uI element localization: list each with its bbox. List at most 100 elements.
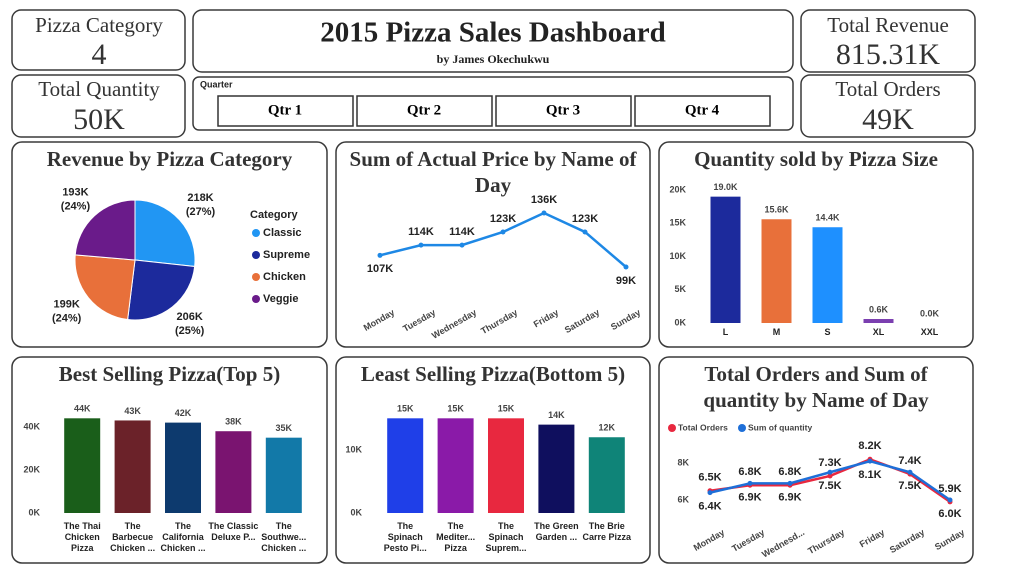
- point: [947, 497, 953, 503]
- y-tick-label: 5K: [674, 284, 686, 294]
- data-label: 6.9K: [778, 491, 801, 503]
- data-label: 193K: [62, 187, 88, 199]
- y-tick-label: 20K: [23, 464, 40, 474]
- bar: [387, 418, 424, 513]
- kpi-label: Pizza Category: [35, 13, 163, 37]
- kpi-label: Total Quantity: [38, 77, 160, 101]
- data-label: 15.6K: [764, 205, 789, 215]
- panel: [658, 356, 974, 564]
- data-label: 0.6K: [869, 304, 889, 314]
- data-label: 15K: [447, 404, 464, 414]
- point: [787, 480, 793, 486]
- data-label: 8.2K: [858, 440, 881, 452]
- y-tick-label: 0K: [350, 507, 362, 517]
- kpi-value: 4: [92, 38, 107, 71]
- slicer-option[interactable]: Qtr 1: [268, 102, 302, 118]
- data-label: 6.8K: [738, 466, 761, 478]
- slicer-button[interactable]: Qtr 2: [356, 95, 493, 127]
- slicer-button-box[interactable]: [634, 95, 771, 127]
- chart-title: Revenue by Pizza Category: [46, 147, 293, 171]
- x-tick-label: L: [722, 327, 729, 337]
- chart-title: Quantity sold by Pizza Size: [694, 147, 938, 171]
- bar: [165, 422, 201, 513]
- data-label: 7.5K: [818, 480, 841, 492]
- slicer-button[interactable]: Qtr 4: [634, 95, 771, 127]
- data-label: 123K: [572, 213, 598, 225]
- point: [907, 469, 913, 475]
- kpi-card: [800, 9, 976, 73]
- legend-label: Supreme: [263, 249, 310, 261]
- x-tick-label: The Green Garden ...: [534, 521, 579, 542]
- slicer-button[interactable]: Qtr 1: [217, 95, 354, 127]
- data-label: 15K: [397, 404, 414, 414]
- legend-marker: [252, 295, 260, 303]
- x-tick-label: The Spinach Suprem...: [485, 521, 527, 553]
- slicer-title: Quarter: [200, 79, 233, 89]
- data-label: 6.9K: [738, 491, 761, 503]
- x-tick-label: The Brie Carre Pizza: [582, 521, 632, 542]
- data-label: 6.4K: [698, 501, 721, 513]
- percent-label: (24%): [61, 201, 91, 213]
- bar: [588, 437, 625, 513]
- x-tick-label: M: [772, 327, 781, 337]
- kpi-value: 50K: [73, 103, 125, 136]
- panel: [335, 141, 651, 348]
- kpi-card: [11, 9, 186, 71]
- legend-label: Sum of quantity: [748, 422, 812, 432]
- data-label: 6.8K: [778, 466, 801, 478]
- dashboard-subtitle: by James Okechukwu: [437, 52, 550, 66]
- slicer-button-box[interactable]: [495, 95, 632, 127]
- bar: [538, 424, 575, 513]
- data-label: 199K: [54, 299, 80, 311]
- point: [867, 458, 873, 464]
- legend-marker: [252, 251, 260, 259]
- x-tick-label: XL: [872, 327, 885, 337]
- y-tick-label: 10K: [669, 251, 686, 261]
- pie-slice: [74, 254, 136, 321]
- slicer-button-box[interactable]: [217, 95, 354, 127]
- y-tick-label: 6K: [677, 494, 689, 504]
- data-label: 38K: [225, 417, 242, 427]
- percent-label: (27%): [186, 206, 216, 218]
- slicer-option[interactable]: Qtr 2: [407, 102, 441, 118]
- legend-label: Chicken: [263, 271, 306, 283]
- legend-title: Category: [250, 209, 299, 221]
- kpi-card: [800, 74, 976, 138]
- point: [827, 469, 833, 475]
- y-tick-label: 10K: [345, 444, 362, 454]
- percent-label: (25%): [175, 325, 205, 337]
- data-label: 42K: [175, 408, 192, 418]
- data-label: 19.0K: [713, 182, 738, 192]
- x-tick-label: The California Chicken ...: [160, 521, 206, 553]
- data-label: 6.5K: [698, 472, 721, 484]
- chart-title: Best Selling Pizza(Top 5): [58, 362, 281, 386]
- point: [747, 480, 753, 486]
- data-label: 8.1K: [858, 469, 881, 481]
- legend-marker: [252, 229, 260, 237]
- slicer-button[interactable]: Qtr 3: [495, 95, 632, 127]
- point: [827, 473, 833, 479]
- chart-title: Sum of Actual Price by Name of Day: [349, 147, 637, 197]
- data-label: 7.3K: [818, 457, 841, 469]
- x-tick-label: The Thai Chicken Pizza: [63, 521, 101, 553]
- data-label: 12K: [599, 423, 616, 433]
- data-label: 35K: [276, 423, 293, 433]
- data-label: 5.9K: [938, 483, 961, 495]
- data-label: 0.0K: [920, 308, 940, 318]
- data-label: 43K: [124, 406, 141, 416]
- bar: [488, 418, 524, 513]
- data-label: 6.0K: [938, 508, 961, 520]
- pie-slice: [74, 199, 136, 261]
- data-label: 14.4K: [815, 213, 840, 223]
- y-tick-label: 0K: [674, 317, 686, 327]
- point: [707, 490, 713, 496]
- slicer-option[interactable]: Qtr 3: [546, 102, 580, 118]
- data-label: 15K: [498, 404, 515, 414]
- bar: [215, 431, 252, 513]
- slicer-button-box[interactable]: [356, 95, 493, 127]
- slicer-option[interactable]: Qtr 4: [685, 102, 720, 118]
- pie-slice: [134, 199, 196, 268]
- data-label: 44K: [74, 404, 91, 414]
- legend-marker: [668, 424, 676, 432]
- point: [623, 264, 629, 270]
